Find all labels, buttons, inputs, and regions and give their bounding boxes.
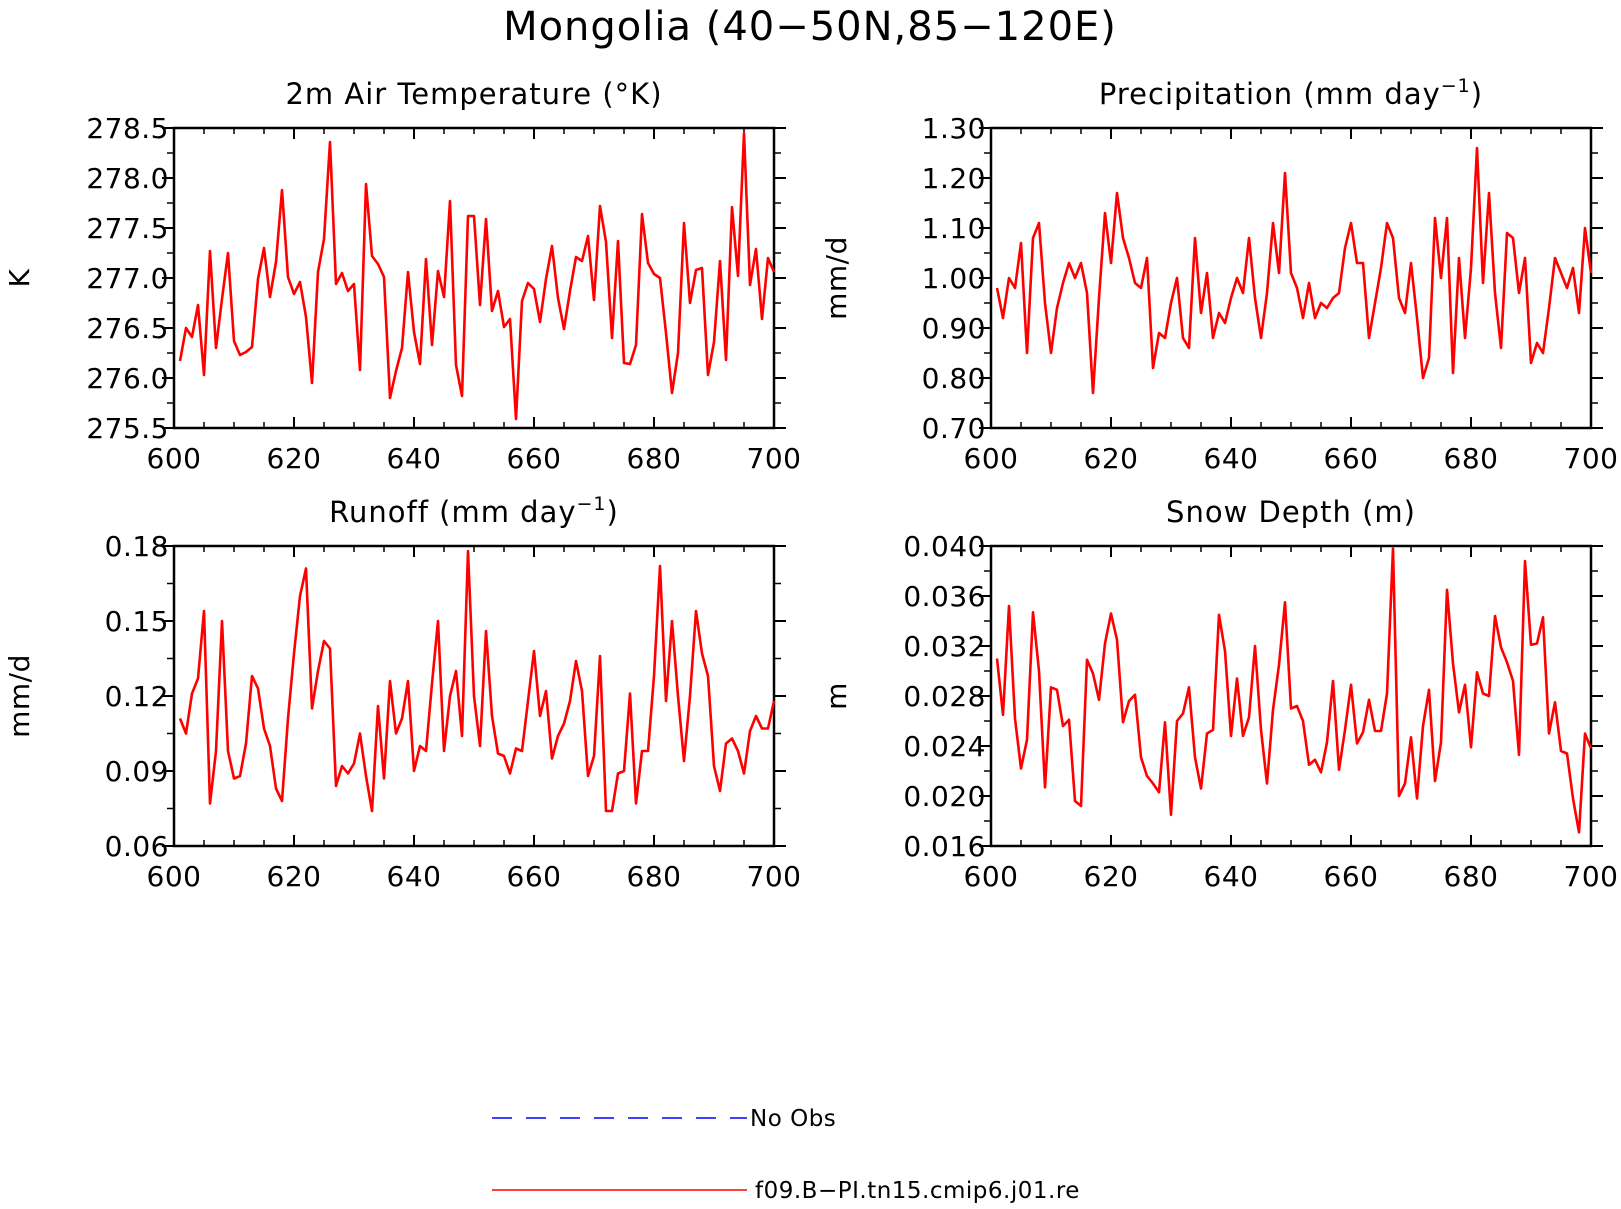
x-tick-label: 600 [147, 860, 202, 893]
y-tick-label: 0.18 [105, 530, 169, 563]
panel-title: Snow Depth (m) [1166, 495, 1416, 529]
y-axis-label: K [3, 268, 36, 287]
x-tick-label: 700 [747, 442, 802, 475]
panel-snow-depth: 600 620 640 660 680 700 0.016 0.020 0.024 0.028 0.… [820, 495, 1618, 893]
panel-temperature: 600 620 640 660 680 700 275.5 276.0 276.5 277.0 27… [3, 77, 801, 475]
x-tick-label: 600 [964, 442, 1019, 475]
plot-frame [172, 126, 776, 430]
y-tick-label: 278.0 [86, 162, 169, 195]
y-tick-label: 1.00 [922, 262, 986, 295]
series-line [995, 146, 1593, 395]
y-tick-label: 278.5 [86, 112, 169, 145]
y-axis-label: m [820, 682, 853, 710]
x-tick-label: 600 [964, 860, 1019, 893]
y-tick-label: 1.20 [922, 162, 986, 195]
y-axis-label: mm/d [820, 236, 853, 320]
x-tick-label: 620 [267, 442, 322, 475]
y-axis-label: mm/d [3, 654, 36, 738]
x-tick-label: 660 [507, 860, 562, 893]
y-tick-label: 0.016 [903, 830, 986, 863]
x-tick-label: 640 [387, 860, 442, 893]
y-tick-label: 0.036 [903, 580, 986, 613]
x-tick-label: 640 [387, 442, 442, 475]
y-tick-label: 1.10 [922, 212, 986, 245]
panel-runoff: 600 620 640 660 680 700 0.06 0.09 0.12 0.15 0.18 Ru… [3, 493, 801, 893]
x-tick-label: 680 [627, 860, 682, 893]
x-tick-label: 700 [1564, 442, 1619, 475]
plot-frame [989, 126, 1593, 430]
y-tick-label: 0.80 [922, 362, 986, 395]
x-tick-label: 700 [747, 860, 802, 893]
y-tick-label: 276.5 [86, 312, 169, 345]
x-tick-label: 600 [147, 442, 202, 475]
y-tick-label: 0.09 [105, 755, 169, 788]
y-tick-label: 0.15 [105, 605, 169, 638]
y-tick-label: 0.06 [105, 830, 169, 863]
x-tick-label: 640 [1204, 860, 1259, 893]
x-tick-label: 680 [1444, 860, 1499, 893]
y-tick-label: 276.0 [86, 362, 169, 395]
x-tick-label: 700 [1564, 860, 1619, 893]
legend-label-no-obs: No Obs [750, 1106, 836, 1132]
y-tick-label: 0.028 [903, 680, 986, 713]
y-tick-label: 277.0 [86, 262, 169, 295]
x-tick-label: 620 [267, 860, 322, 893]
x-tick-label: 680 [627, 442, 682, 475]
panels-group: 600 620 640 660 680 700 275.5 276.0 276.5 277.0 27… [3, 75, 1618, 893]
panel-title: Runoff (mm day−1) [329, 493, 619, 529]
series-line [995, 547, 1593, 834]
x-tick-label: 660 [1324, 442, 1379, 475]
y-tick-label: 1.30 [922, 112, 986, 145]
panel-title: Precipitation (mm day−1) [1099, 75, 1483, 111]
y-tick-label: 0.032 [903, 630, 986, 663]
y-tick-label: 277.5 [86, 212, 169, 245]
x-tick-label: 620 [1084, 860, 1139, 893]
panel-precipitation: 600 620 640 660 680 700 0.70 0.80 0.90 1.00 1.10 1.… [820, 75, 1618, 475]
legend: No Obs f09.B−PI.tn15.cmip6.j01.re [492, 1106, 1080, 1204]
series-line [178, 549, 776, 813]
legend-label-model: f09.B−PI.tn15.cmip6.j01.re [755, 1178, 1080, 1204]
y-tick-label: 0.020 [903, 780, 986, 813]
y-tick-label: 0.024 [903, 730, 986, 763]
figure-title: Mongolia (40−50N,85−120E) [503, 4, 1117, 50]
y-tick-label: 0.70 [922, 412, 986, 445]
y-tick-label: 275.5 [86, 412, 169, 445]
x-tick-label: 640 [1204, 442, 1259, 475]
x-tick-label: 620 [1084, 442, 1139, 475]
x-tick-label: 660 [507, 442, 562, 475]
series-line [178, 131, 776, 421]
panel-title: 2m Air Temperature (°K) [285, 77, 662, 111]
x-tick-label: 660 [1324, 860, 1379, 893]
y-tick-label: 0.12 [105, 680, 169, 713]
y-tick-label: 0.90 [922, 312, 986, 345]
x-tick-label: 680 [1444, 442, 1499, 475]
y-tick-label: 0.040 [903, 530, 986, 563]
